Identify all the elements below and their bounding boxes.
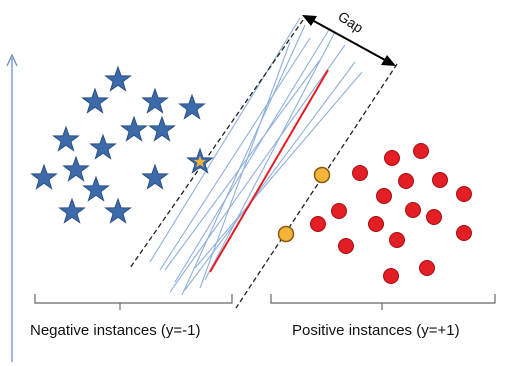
negative-instances-label: Negative instances (y=-1) [30,322,201,339]
circle-icon [413,143,429,159]
positive-margin-line [235,63,398,309]
star-icon [82,175,110,202]
circle-icon [405,202,421,218]
candidate-line-4 [169,44,346,293]
star-icon [141,87,169,114]
positive-bracket [270,294,496,310]
circle-icon [368,216,384,232]
candidate-line-5 [199,41,291,289]
candidate-line-2 [159,37,311,271]
star-icon [104,197,132,224]
circle-icon [352,165,368,181]
circle-icon [389,232,405,248]
circle-icon [331,203,347,219]
candidate-line-3 [174,27,331,283]
gap-arrowhead-left [302,15,317,26]
y-axis-arrowhead [6,53,18,67]
candidate-line-8 [204,31,336,281]
candidate-line-9 [194,71,363,269]
candidate-line-10 [181,24,306,296]
circle-icon [310,216,326,232]
candidate-line-1 [149,17,301,263]
star-icon [141,163,169,190]
star-icon [62,155,90,182]
star-icon [81,87,109,114]
candidate-line-6 [184,61,356,291]
support-vector-star-core [193,155,207,168]
star-icon [58,197,86,224]
negative-bracket [34,294,233,310]
support-vector-circle-icon [277,225,295,243]
star-icon [30,163,58,190]
star-icon [120,115,148,142]
star-icon [89,133,117,160]
circle-icon [384,150,400,166]
circle-icon [383,268,399,284]
circle-icon [398,173,414,189]
circle-icon [419,260,435,276]
star-icon [148,115,176,142]
optimal-separating-line [209,69,329,273]
circle-icon [456,186,472,202]
circle-icon [426,209,442,225]
support-vector-circle-icon [313,166,331,184]
star-icon [52,125,80,152]
gap-arrowhead-right [381,55,396,66]
gap-arrow-shaft [311,19,386,61]
circle-icon [338,238,354,254]
candidate-line-7 [164,59,321,271]
circle-icon [432,172,448,188]
star-icon [178,93,206,120]
circle-icon [376,188,392,204]
negative-margin-line [129,19,304,269]
circle-icon [456,225,472,241]
star-icon [104,65,132,92]
positive-instances-label: Positive instances (y=+1) [292,322,460,339]
